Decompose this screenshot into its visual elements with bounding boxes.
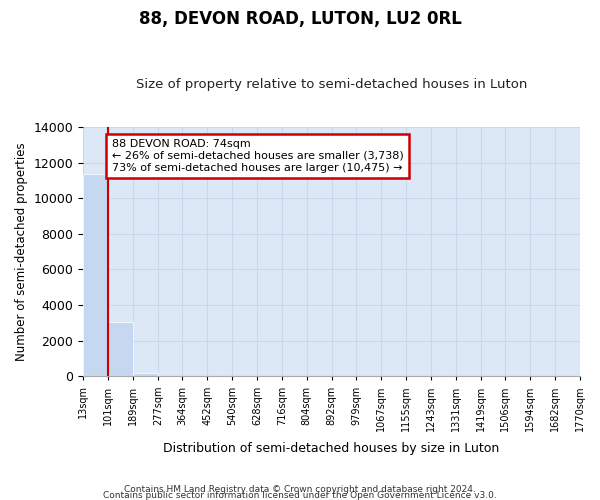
Title: Size of property relative to semi-detached houses in Luton: Size of property relative to semi-detach… [136, 78, 527, 91]
Text: Contains HM Land Registry data © Crown copyright and database right 2024.: Contains HM Land Registry data © Crown c… [124, 484, 476, 494]
Text: Contains public sector information licensed under the Open Government Licence v3: Contains public sector information licen… [103, 490, 497, 500]
Text: 88, DEVON ROAD, LUTON, LU2 0RL: 88, DEVON ROAD, LUTON, LU2 0RL [139, 10, 461, 28]
Y-axis label: Number of semi-detached properties: Number of semi-detached properties [15, 142, 28, 361]
Bar [83, 174, 108, 376]
Text: 88 DEVON ROAD: 74sqm
← 26% of semi-detached houses are smaller (3,738)
73% of se: 88 DEVON ROAD: 74sqm ← 26% of semi-detac… [112, 140, 404, 172]
Bar [108, 322, 133, 376]
Bar [133, 373, 158, 376]
X-axis label: Distribution of semi-detached houses by size in Luton: Distribution of semi-detached houses by … [163, 442, 500, 455]
